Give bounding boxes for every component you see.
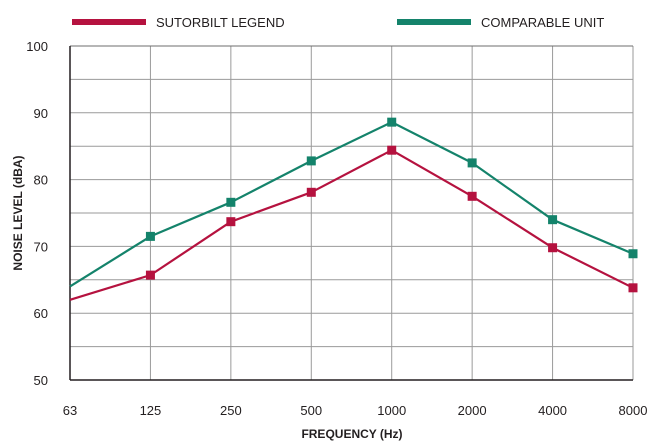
data-point-marker xyxy=(467,191,477,201)
data-point-marker xyxy=(226,197,236,207)
x-axis-title: FREQUENCY (Hz) xyxy=(301,427,402,441)
x-axis-ticks: 63 125 250 500 1000 2000 4000 8000 xyxy=(63,403,648,418)
data-point-marker xyxy=(548,243,558,253)
x-tick-label: 1000 xyxy=(377,403,406,418)
data-point-marker xyxy=(306,156,316,166)
x-tick-label: 500 xyxy=(300,403,322,418)
data-point-marker xyxy=(306,187,316,197)
y-tick-label: 50 xyxy=(34,373,48,388)
y-axis-ticks: 50 60 70 80 90 100 xyxy=(26,39,48,388)
legend-label-comparable: COMPARABLE UNIT xyxy=(481,15,604,30)
data-point-marker xyxy=(387,145,397,155)
y-axis-title: NOISE LEVEL (dBA) xyxy=(11,155,25,270)
legend: SUTORBILT LEGEND COMPARABLE UNIT xyxy=(72,15,604,30)
legend-item-comparable: COMPARABLE UNIT xyxy=(397,15,604,30)
data-point-marker xyxy=(145,231,155,241)
data-point-marker xyxy=(226,217,236,227)
x-tick-label: 8000 xyxy=(619,403,648,418)
legend-label-sutorbilt: SUTORBILT LEGEND xyxy=(156,15,285,30)
data-point-marker xyxy=(628,283,638,293)
y-tick-label: 70 xyxy=(34,239,48,254)
grid xyxy=(69,45,634,381)
data-point-marker xyxy=(387,117,397,127)
data-point-marker xyxy=(145,270,155,280)
series-line-comparable xyxy=(69,121,634,288)
x-tick-label: 63 xyxy=(63,403,77,418)
legend-item-sutorbilt: SUTORBILT LEGEND xyxy=(72,15,285,30)
series-line-sutorbilt xyxy=(69,149,634,301)
data-point-marker xyxy=(467,158,477,168)
x-tick-label: 125 xyxy=(140,403,162,418)
y-tick-label: 90 xyxy=(34,106,48,121)
y-tick-label: 80 xyxy=(34,173,48,188)
series-layer xyxy=(69,117,638,301)
data-point-marker xyxy=(628,249,638,259)
y-tick-label: 100 xyxy=(26,39,48,54)
y-tick-label: 60 xyxy=(34,306,48,321)
x-tick-label: 2000 xyxy=(458,403,487,418)
x-tick-label: 250 xyxy=(220,403,242,418)
x-tick-label: 4000 xyxy=(538,403,567,418)
data-point-marker xyxy=(548,215,558,225)
